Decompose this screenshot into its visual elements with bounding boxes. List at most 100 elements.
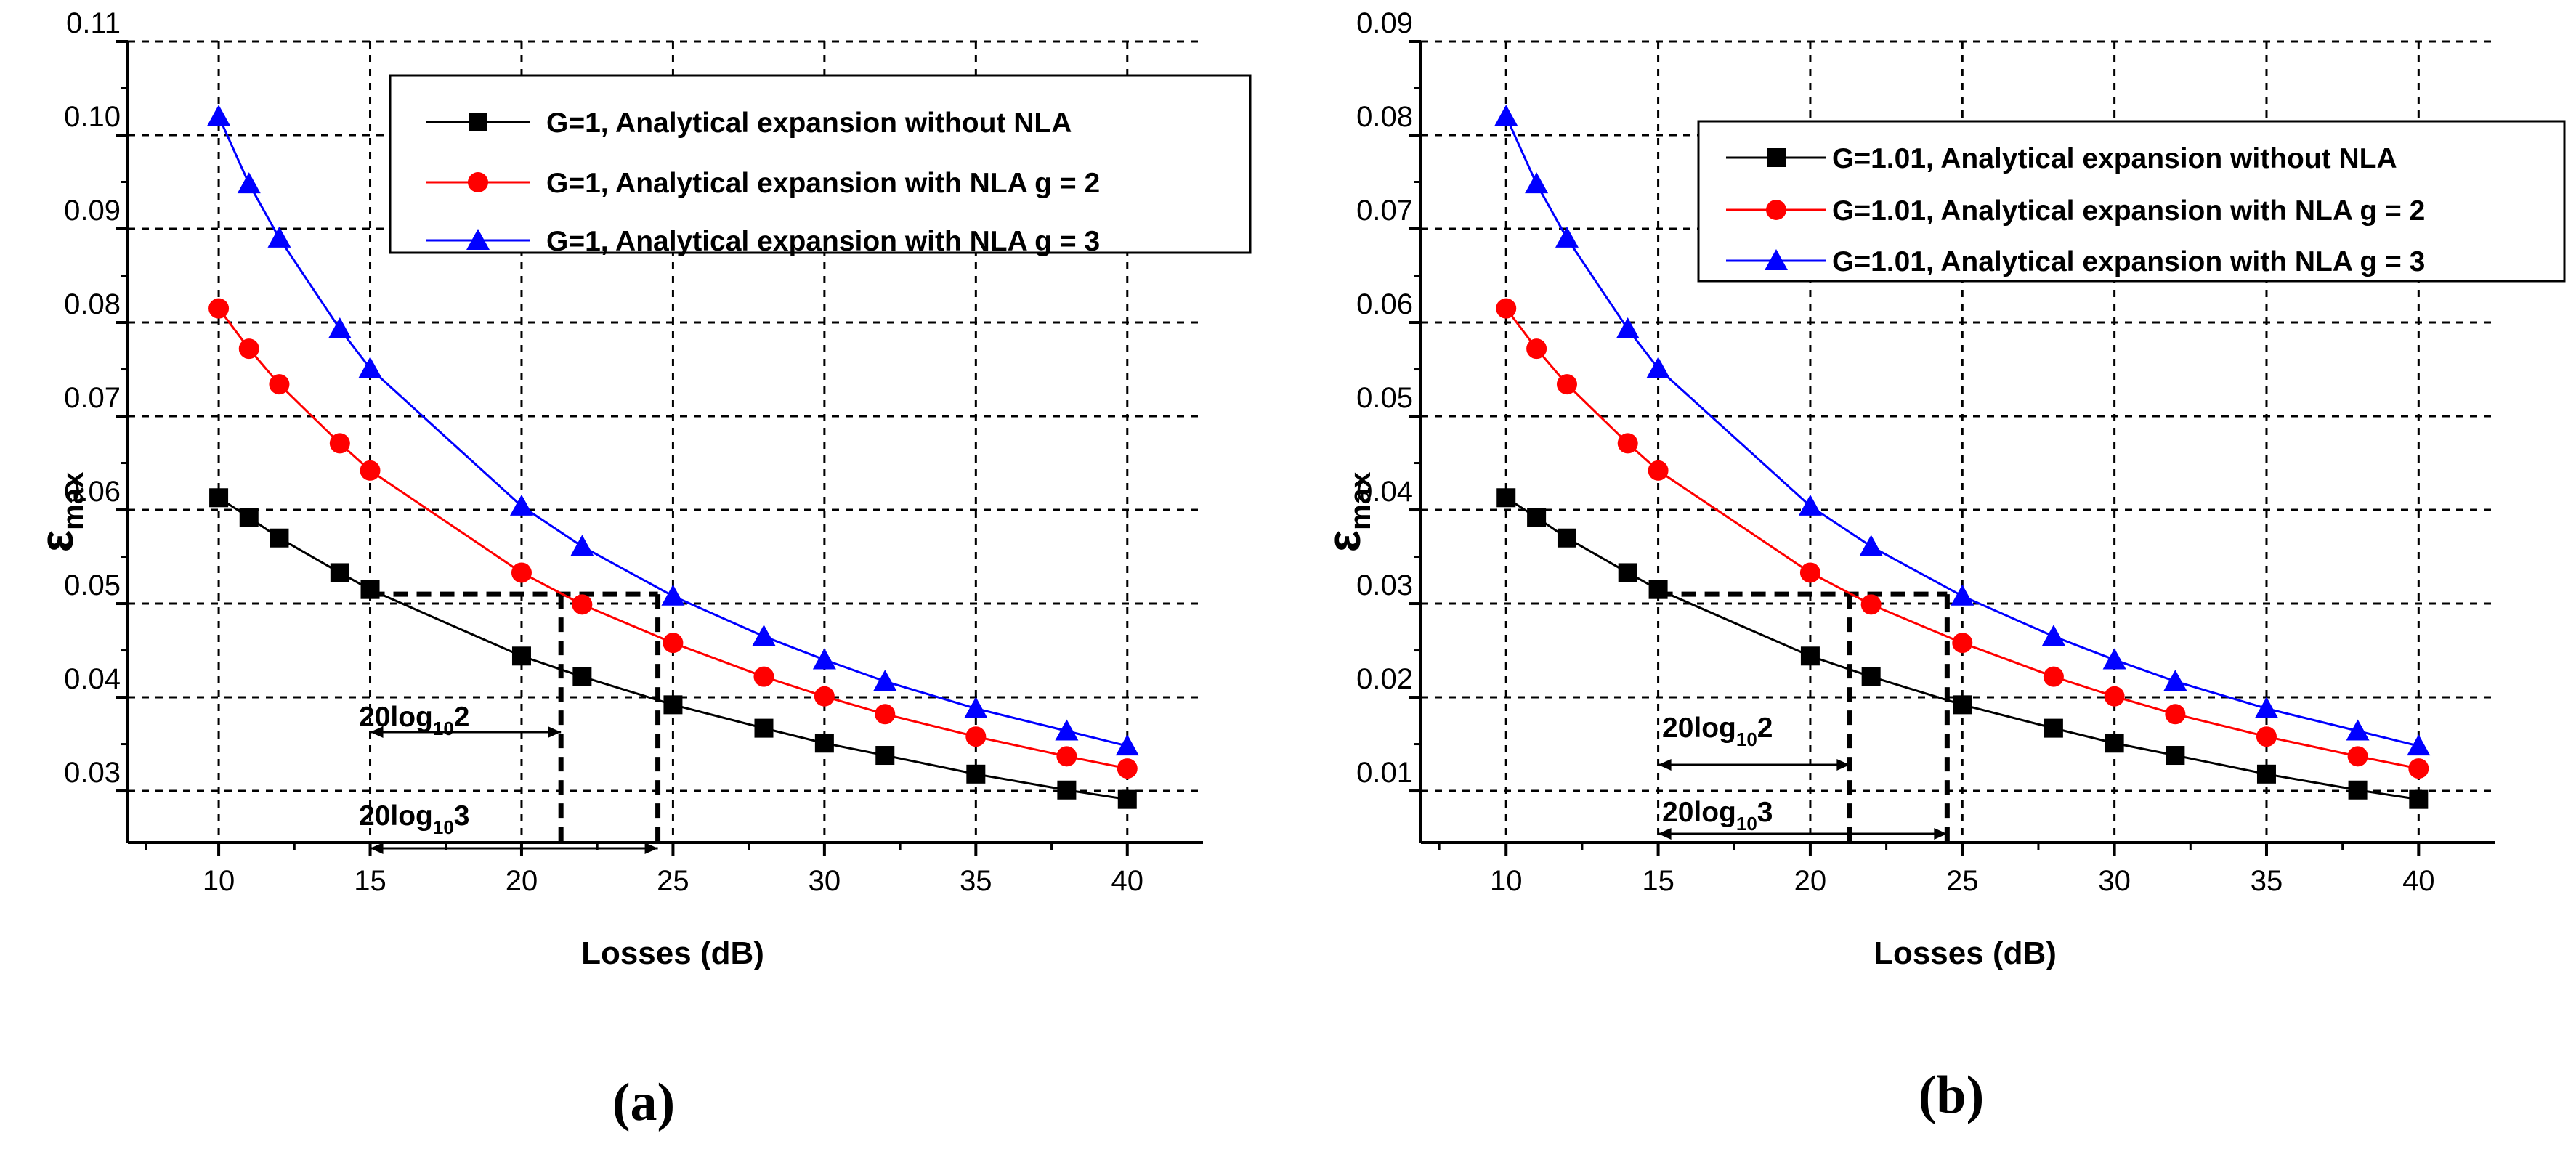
- data-point: [328, 317, 352, 339]
- series-line: [217, 115, 1128, 747]
- data-point: [1496, 298, 1517, 319]
- y-tick-label: 0.11: [66, 7, 121, 39]
- y-tick-label: 0.10: [64, 101, 121, 133]
- y-tick-label: 0.06: [64, 476, 121, 508]
- data-point: [2105, 734, 2124, 753]
- data-point: [2104, 686, 2125, 707]
- data-point: [1951, 584, 1974, 606]
- data-point: [1057, 780, 1077, 800]
- data-point: [2348, 780, 2368, 800]
- data-point: [511, 646, 531, 666]
- data-point: [873, 670, 897, 691]
- y-tick-label: 0.04: [64, 663, 121, 695]
- legend-marker: [466, 229, 490, 250]
- data-point: [2409, 789, 2429, 809]
- y-tick-label: 0.07: [64, 382, 121, 414]
- data-point: [511, 562, 532, 583]
- data-point: [814, 734, 834, 753]
- data-point: [570, 535, 594, 556]
- x-tick-label: 20: [506, 865, 538, 897]
- data-point: [270, 528, 289, 548]
- data-point: [267, 226, 291, 248]
- data-point: [1859, 535, 1883, 556]
- x-tick-label: 10: [1490, 865, 1523, 897]
- series-1: [1496, 298, 2429, 779]
- data-point: [1556, 374, 1577, 395]
- legend-marker: [1767, 148, 1786, 167]
- data-point: [2347, 746, 2368, 767]
- data-point: [1798, 494, 1822, 516]
- x-tick-label: 40: [2402, 865, 2435, 897]
- x-tick-label: 25: [1946, 865, 1979, 897]
- y-tick-label: 0.04: [1356, 476, 1413, 508]
- data-point: [966, 764, 986, 784]
- series-2: [207, 105, 1139, 756]
- legend-marker: [468, 172, 488, 192]
- annotation-label: 20log103: [1662, 797, 1773, 835]
- data-point: [1646, 357, 1670, 378]
- x-tick-label: 20: [1794, 865, 1827, 897]
- data-point: [1952, 633, 1973, 654]
- data-point: [1117, 758, 1138, 779]
- x-axis-label: Losses (dB): [1874, 935, 2057, 971]
- y-tick-label: 0.03: [64, 757, 121, 789]
- data-point: [1799, 562, 1820, 583]
- legend-entry: G=1, Analytical expansion without NLA: [546, 107, 1072, 139]
- data-point: [1953, 695, 1972, 715]
- legend-entry: G=1.01, Analytical expansion without NLA: [1832, 143, 2397, 174]
- legend-marker: [469, 113, 487, 131]
- data-point: [812, 648, 836, 670]
- data-point: [1525, 172, 1549, 194]
- y-axis-label: εmax: [1318, 472, 1377, 552]
- data-point: [238, 338, 259, 360]
- data-point: [2165, 704, 2186, 725]
- series-line: [218, 497, 1128, 801]
- x-tick-label: 35: [960, 865, 992, 897]
- annotation-arrowhead: [1658, 828, 1672, 840]
- legend-entry: G=1.01, Analytical expansion with NLA g …: [1832, 246, 2425, 277]
- data-point: [209, 488, 229, 508]
- data-point: [1617, 433, 1638, 454]
- series-0: [1496, 488, 2429, 809]
- y-axis-label-sub: max: [1345, 472, 1377, 530]
- data-point: [2166, 746, 2185, 766]
- x-tick-label: 35: [2251, 865, 2283, 897]
- annotation-arrowhead: [548, 726, 562, 738]
- data-point: [237, 172, 261, 194]
- data-point: [1557, 528, 1576, 548]
- y-tick-label: 0.05: [1356, 382, 1413, 414]
- data-point: [572, 667, 592, 686]
- legend-entry: G=1, Analytical expansion with NLA g = 3: [546, 226, 1100, 257]
- x-tick-label: 30: [809, 865, 841, 897]
- data-point: [663, 695, 683, 715]
- legend-box: [389, 74, 1252, 254]
- y-tick-label: 0.05: [64, 569, 121, 601]
- series-line: [1505, 496, 2419, 801]
- data-point: [2041, 625, 2065, 646]
- data-point: [2256, 764, 2276, 784]
- y-tick-label: 0.08: [64, 288, 121, 320]
- data-point: [330, 563, 349, 582]
- data-point: [329, 433, 350, 454]
- chart-panel-b: 10 15 20 25 30 35 40 0.01 0.02 0.03 0.04 0.05 0.06 0.…: [1318, 7, 2566, 1125]
- legend-marker: [1766, 200, 1786, 220]
- data-point: [1117, 789, 1137, 809]
- data-point: [1616, 317, 1640, 339]
- series-0: [209, 488, 1137, 809]
- annotation-arrowhead: [644, 843, 658, 854]
- legend: G=1.01, Analytical expansion without NLA…: [1697, 120, 2566, 283]
- data-point: [2044, 718, 2063, 738]
- data-point: [358, 357, 382, 378]
- legend-marker: [1765, 249, 1788, 270]
- data-point: [814, 686, 835, 707]
- y-tick-label: 0.06: [1356, 288, 1413, 320]
- data-point: [1648, 580, 1668, 599]
- data-point: [1494, 105, 1518, 126]
- data-point: [2102, 648, 2126, 670]
- chart-panel-a: 10 15 20 25 30 35 40 0.03 0.04 0.05 0.06 0.07 0.08 0.…: [31, 7, 1252, 1132]
- data-point: [360, 580, 380, 599]
- data-point: [2346, 719, 2370, 741]
- panel-label: (b): [1919, 1065, 1984, 1125]
- data-point: [2256, 726, 2277, 747]
- data-point: [753, 666, 774, 687]
